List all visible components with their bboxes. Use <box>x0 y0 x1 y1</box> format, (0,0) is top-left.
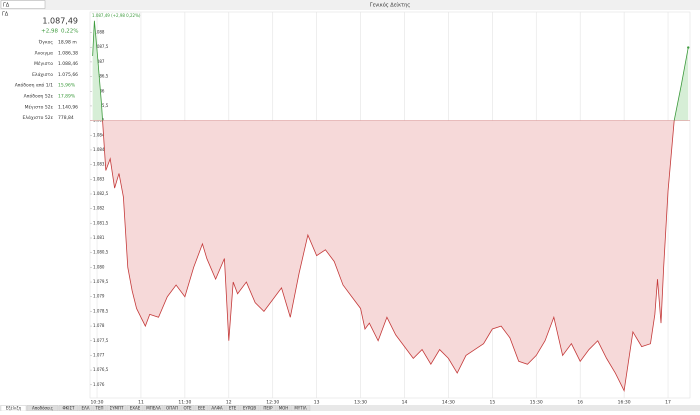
y-tick-label: 1.084,5 <box>93 132 109 137</box>
x-tick-label: 13 <box>314 400 320 406</box>
last-point <box>687 46 690 49</box>
tab-label[interactable]: ΕΥΡΩΒ <box>243 405 256 410</box>
y-tick-label: 1.083,5 <box>93 162 109 167</box>
stat-label: Μέγιστο <box>34 60 53 67</box>
y-tick-label: 1.081 <box>93 235 105 240</box>
tab-label[interactable]: ΠΕΙΡ <box>263 405 273 410</box>
x-tick-label: 14:30 <box>442 400 455 406</box>
change-pct: 0,22% <box>61 29 78 35</box>
stat-value: 15,96% <box>58 83 76 89</box>
x-tick-label: 12 <box>226 400 232 406</box>
tab-label[interactable]: Αποδόσεις <box>32 405 53 410</box>
stat-value: 17,89% <box>58 94 76 100</box>
tab-label[interactable]: ΜΠΕΛΑ <box>146 405 161 410</box>
y-tick-label: 1.084 <box>93 147 105 152</box>
search-text[interactable]: ΓΔ <box>3 3 10 9</box>
tab-label[interactable]: ΜΟΗ <box>279 405 289 410</box>
x-tick-label: 15 <box>489 400 495 406</box>
stat-value: 1.088,46 <box>58 61 78 67</box>
stat-label: Ελάχιστο <box>32 71 53 78</box>
tabs: Εξέλιξη Αποδόσεις ΦΚΙΣΤ ΕΛΛ ΤΕΠ ΣΥΜΠΤ ΕΧΑΕ ΜΠΕΛ… <box>0 405 311 412</box>
stat-label: Απόδοση από 1/1 <box>15 82 53 89</box>
y-tick-label: 1.079,5 <box>93 279 109 284</box>
stat-label: Απόδοση 52ε <box>24 93 54 100</box>
y-tick-label: 1.078,5 <box>93 308 109 313</box>
stat-value: 1.075,66 <box>58 72 78 78</box>
x-tick-label: 16:30 <box>618 400 631 406</box>
y-tick-label: 1.082 <box>93 206 105 211</box>
y-tick-label: 1.088 <box>93 30 105 35</box>
tab-label[interactable]: ΕΕΕ <box>198 405 206 410</box>
top-bar <box>0 0 700 10</box>
price: 1.087,49 <box>42 17 78 26</box>
stats: Όγκος 18,98 m Άνοιγμα 1.086,38 Μέγιστο 1.088,… <box>15 39 78 122</box>
y-tick-label: 1.076,5 <box>93 367 109 372</box>
stat-value: 1.086,38 <box>58 50 78 56</box>
search-hint: ΓΔ <box>2 12 9 18</box>
x-tick-label: 11:30 <box>178 400 191 406</box>
x-tick-label: 15:30 <box>530 400 543 406</box>
change: +2,98 <box>41 29 58 35</box>
plot: 10:30 11 11:30 12 12:30 13 13:30 14 14:30 15 15:30… <box>90 12 690 406</box>
tab-label[interactable]: ΕΧΑΕ <box>130 405 141 410</box>
y-tick-label: 1.077 <box>93 352 105 357</box>
y-tick-label: 1.077,5 <box>93 338 109 343</box>
y-tick-label: 1.082,5 <box>93 191 109 196</box>
stat-value: 18,98 m <box>58 40 77 46</box>
x-tick-label: 13:30 <box>354 400 367 406</box>
x-tick-label: 12:30 <box>266 400 279 406</box>
tab-label[interactable]: ΜΥΤΙΛ <box>294 405 307 410</box>
y-tick-label: 1.087 <box>93 59 105 64</box>
tab-label[interactable]: ΤΕΠ <box>95 405 104 410</box>
stat-label: Μέγιστο 52ε <box>25 103 54 110</box>
x-tick-label: 16 <box>577 400 583 406</box>
y-tick-label: 1.080,5 <box>93 250 109 255</box>
tab-bar <box>0 405 700 411</box>
y-tick-label: 1.079 <box>93 294 105 299</box>
annotation: 1.087,49 (+2,98 0,22%) <box>92 13 141 18</box>
search-input[interactable] <box>0 0 46 9</box>
tab-label[interactable]: ΕΤΕ <box>229 405 237 410</box>
y-tick-label: 1.081,5 <box>93 220 109 225</box>
line-below <box>102 120 675 392</box>
x-tick-label: 10:30 <box>91 400 104 406</box>
tab-label[interactable]: ΦΚΙΣΤ <box>63 405 75 410</box>
y-tick-label: 1.076 <box>93 382 105 387</box>
stat-label: Άνοιγμα <box>35 49 53 56</box>
tab-label[interactable]: ΣΥΜΠΤ <box>110 405 124 410</box>
stat-value: 1.140,96 <box>58 104 78 110</box>
y-tick-label: 1.080 <box>93 264 105 269</box>
chart-title: Γενικός Δείκτης <box>370 2 410 9</box>
x-tick-label: 14 <box>402 400 408 406</box>
x-tick-label: 17 <box>665 400 671 406</box>
x-tick-label: 11 <box>138 400 144 406</box>
stat-value: 778,84 <box>58 115 74 121</box>
tab-label[interactable]: ΕΛΛ <box>82 405 90 410</box>
tab-label[interactable]: Εξέλιξη <box>6 405 22 410</box>
y-tick-label: 1.078 <box>93 323 105 328</box>
tab-label[interactable]: ΟΠΑΠ <box>166 405 178 410</box>
stat-label: Όγκος <box>38 39 54 46</box>
y-tick-label: 1.083 <box>93 176 105 181</box>
y-tick-label: 1.087,5 <box>93 44 109 49</box>
area-below <box>102 120 675 391</box>
stat-label: Ελάχιστο 52ε <box>23 114 54 121</box>
tab-label[interactable]: ΟΤΕ <box>183 405 192 410</box>
y-tick-label: 1.086,5 <box>93 74 109 79</box>
tab-label[interactable]: ΑΛΦΑ <box>211 405 223 410</box>
